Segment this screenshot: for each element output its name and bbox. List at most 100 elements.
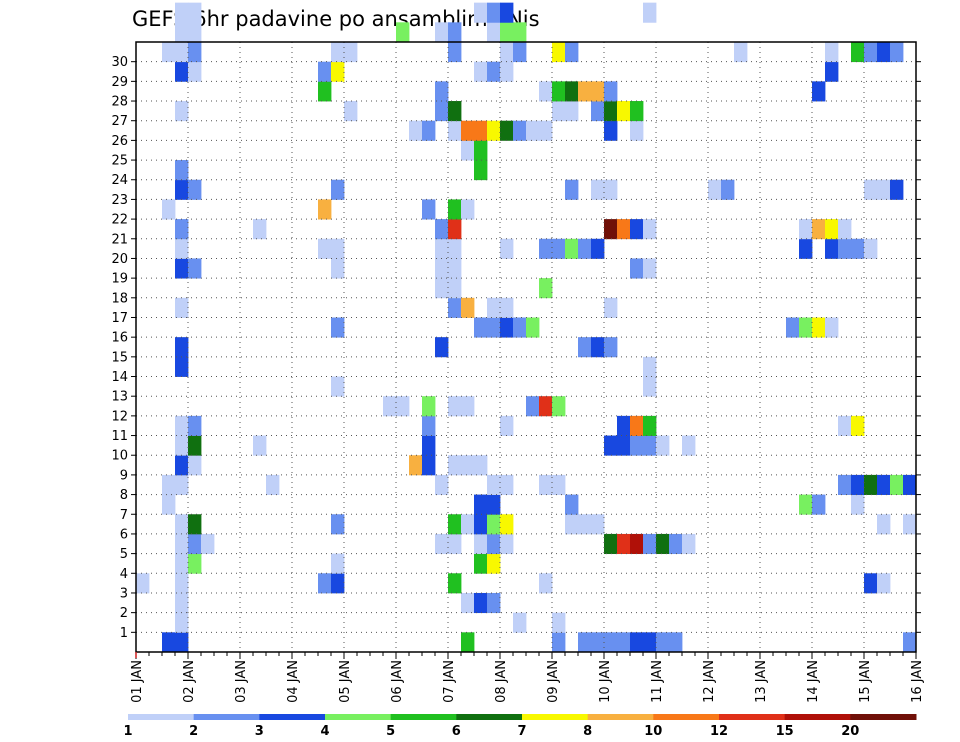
heatmap-cell <box>487 317 501 338</box>
heatmap-cell <box>383 396 397 417</box>
heatmap-cell <box>318 238 332 259</box>
heatmap-cell <box>422 199 436 220</box>
legend-swatch <box>784 714 851 720</box>
heatmap-cell <box>175 435 189 456</box>
heatmap-cell <box>578 238 592 259</box>
legend: 1 2 3 4 5 6 7 8 10 12 15 20 <box>123 714 917 739</box>
heatmap-cell <box>617 533 631 555</box>
heatmap-cell <box>539 573 553 594</box>
heatmap-cell <box>552 396 566 417</box>
y-tick-label: 17 <box>111 311 128 326</box>
y-tick-label: 7 <box>120 508 128 523</box>
heatmap-cell <box>643 356 657 377</box>
heatmap-cell <box>500 22 514 43</box>
x-tick-label: 11 JAN <box>650 660 665 703</box>
heatmap-cell <box>448 455 462 476</box>
heatmap-cell <box>500 415 514 436</box>
heatmap-cell <box>812 494 826 515</box>
heatmap-cell <box>890 179 904 200</box>
legend-label: 10 <box>644 724 662 739</box>
heatmap-cell <box>604 219 618 240</box>
heatmap-cell <box>487 494 501 515</box>
legend-label: 20 <box>841 724 859 739</box>
heatmap-cell <box>513 612 527 633</box>
x-tick-label: 16 JAN <box>910 660 925 703</box>
heatmap-cell <box>604 533 618 555</box>
x-tick-label: 13 JAN <box>754 660 769 703</box>
heatmap-cell <box>435 258 449 279</box>
heatmap-cell <box>448 514 462 535</box>
heatmap-cell <box>422 396 436 417</box>
y-tick-label: 6 <box>120 527 128 542</box>
heatmap-cell <box>448 199 462 220</box>
heatmap-cell <box>643 632 657 653</box>
y-tick-label: 11 <box>111 429 128 444</box>
heatmap-cell <box>175 219 189 240</box>
grid-lines <box>136 42 916 652</box>
heatmap-cell <box>604 179 618 200</box>
heatmap-cell <box>448 238 462 259</box>
heatmap-cell <box>162 494 176 515</box>
heatmap-cell <box>162 474 176 495</box>
heatmap-cell <box>344 101 358 122</box>
heatmap-cell <box>864 474 878 495</box>
heatmap-cell <box>669 533 683 555</box>
heatmap-cell <box>812 219 826 240</box>
heatmap-cell <box>877 474 891 495</box>
heatmap-cell <box>578 81 592 102</box>
heatmap-cell <box>500 474 514 495</box>
heatmap-cell <box>136 573 150 594</box>
heatmap-cell <box>188 514 202 535</box>
heatmap-cell <box>604 632 618 653</box>
heatmap-cell <box>500 297 514 318</box>
legend-swatch <box>456 714 523 720</box>
heatmap-cell <box>175 179 189 200</box>
heatmap-cell <box>188 435 202 456</box>
x-tick-label: 10 JAN <box>598 660 613 703</box>
x-tick-label: 02 JAN <box>182 660 197 703</box>
heatmap-cell <box>175 514 189 535</box>
heatmap-cell <box>604 81 618 102</box>
heatmap-cell <box>344 42 358 63</box>
heatmap-cell <box>175 61 189 82</box>
heatmap-cell <box>422 435 436 456</box>
heatmap-cell <box>461 592 475 614</box>
heatmap-cell <box>331 376 345 397</box>
legend-label: 6 <box>452 724 461 739</box>
heatmap-cell <box>552 632 566 653</box>
heatmap-cell <box>539 396 553 417</box>
heatmap-cell <box>838 219 852 240</box>
heatmap-cell <box>734 42 748 63</box>
heatmap-cell <box>656 533 670 555</box>
heatmap-cell <box>513 317 527 338</box>
y-tick-label: 29 <box>111 75 128 90</box>
heatmap-cell <box>552 42 566 63</box>
x-tick-label: 12 JAN <box>702 660 717 703</box>
heatmap-cell <box>461 632 475 653</box>
heatmap-cell <box>435 278 449 299</box>
heatmap-cell <box>643 2 657 23</box>
heatmap-cell <box>422 415 436 436</box>
heatmap-cell <box>552 101 566 122</box>
heatmap-cell <box>188 2 202 23</box>
heatmap-cell <box>643 533 657 555</box>
heatmap-cell <box>565 179 579 200</box>
heatmap-cell <box>591 101 605 122</box>
heatmap-cell <box>838 474 852 495</box>
heatmap-cell <box>643 219 657 240</box>
heatmap-cell <box>565 101 579 122</box>
heatmap-cell <box>565 81 579 102</box>
heatmap-cell <box>864 238 878 259</box>
heatmap-cell <box>188 553 202 574</box>
heatmap-cell <box>175 356 189 377</box>
heatmap-cell <box>630 120 644 141</box>
heatmap-cell <box>331 553 345 574</box>
heatmap-cell <box>591 81 605 102</box>
heatmap-cell <box>448 396 462 417</box>
heatmap-cell <box>630 219 644 240</box>
heatmap-cell <box>825 61 839 82</box>
heatmap-cell <box>331 42 345 63</box>
heatmap-cell <box>162 632 176 653</box>
heatmap-cell <box>877 514 891 535</box>
